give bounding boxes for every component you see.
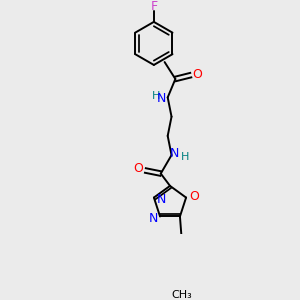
Text: O: O (189, 190, 199, 202)
Text: N: N (149, 212, 159, 225)
Text: O: O (193, 68, 202, 81)
Text: O: O (134, 163, 143, 176)
Text: H: H (181, 152, 189, 162)
Text: N: N (157, 194, 166, 206)
Text: H: H (152, 91, 160, 101)
Text: CH₃: CH₃ (171, 290, 192, 300)
Text: N: N (157, 92, 166, 106)
Text: N: N (170, 147, 179, 160)
Text: F: F (150, 0, 158, 13)
